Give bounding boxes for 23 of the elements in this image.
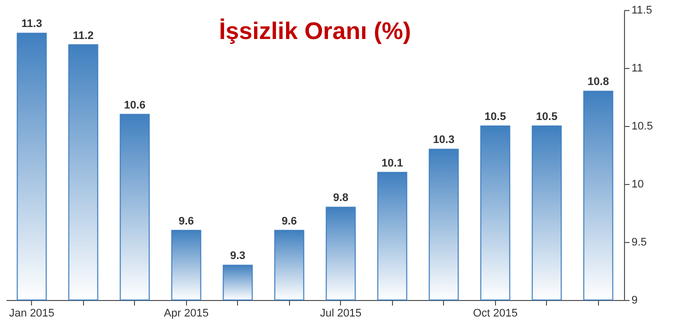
y-tick-label: 10 [632,178,644,190]
y-tick-label: 9.5 [632,236,647,248]
data-label: 10.5 [484,111,506,123]
x-tick-label: Jul 2015 [320,308,362,320]
data-label: 9.6 [178,215,194,228]
data-label: 10.8 [588,76,609,88]
data-label: 10.1 [382,157,403,170]
data-label: 9.6 [282,215,297,228]
x-tick-label: Jan 2015 [9,308,54,320]
x-tick-label: Oct 2015 [472,308,518,320]
chart-title: İşsizlik Oranı (%) [218,18,412,45]
data-label: 9.8 [333,192,348,204]
y-tick-label: 11 [632,62,643,74]
x-tick-label: Apr 2015 [164,308,209,320]
data-label: 10.5 [536,111,558,123]
data-label: 11.2 [72,30,94,42]
y-tick-label: 11.5 [632,4,652,16]
y-tick-label: 9 [632,294,638,306]
data-label: 10.3 [433,134,454,146]
data-label: 9.3 [230,250,246,262]
data-label: 10.6 [124,99,146,112]
data-label: 11.3 [21,18,42,30]
y-tick-label: 10.5 [632,120,653,132]
